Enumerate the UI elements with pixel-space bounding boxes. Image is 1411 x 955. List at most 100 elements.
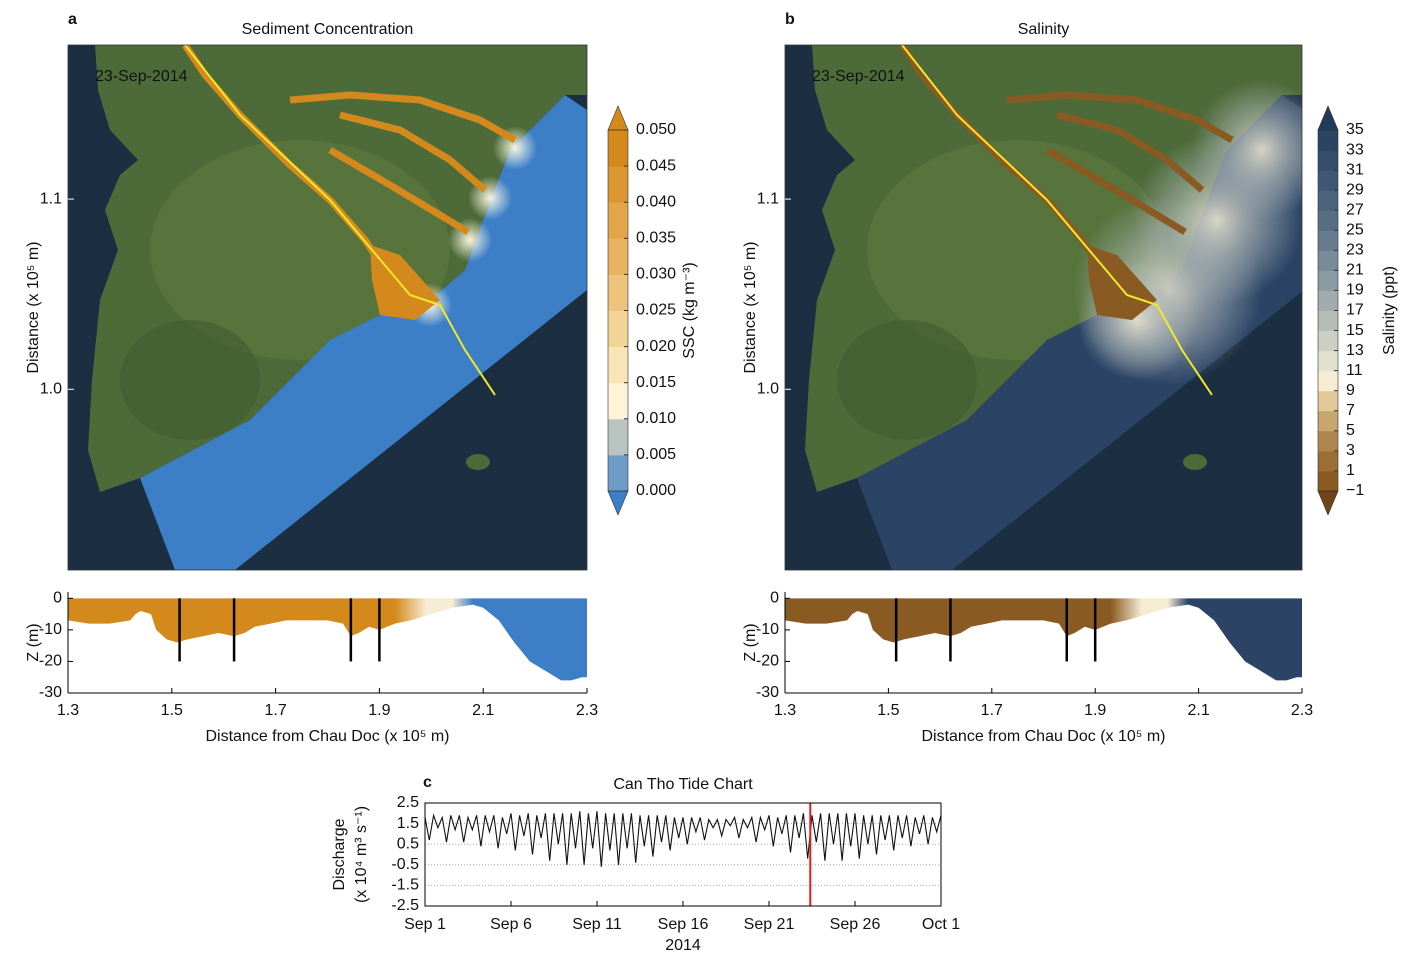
bed-profile-area [68,598,587,681]
colorbar-tick-label: 0.030 [636,266,676,283]
river [289,91,517,144]
plot-frame [424,802,942,907]
model-domain [140,95,587,570]
colorbar-tick-label: 23 [1346,242,1364,259]
colorbar-band [1318,330,1338,352]
x-tick-label: Sep 26 [830,916,881,933]
colorbar-band [608,130,628,167]
bed-profile-area [785,598,1302,681]
river [1045,146,1187,235]
plume [1192,80,1302,220]
x-tick-label: 2.3 [576,702,598,719]
map [68,45,587,570]
colorbar-band [1318,190,1338,211]
colorbar-extend-low [1317,490,1339,516]
x-axis-label: Distance from Chau Doc (x 10⁵ m) [921,728,1165,745]
y-tick-label: -20 [39,653,62,670]
panel-label: b [785,11,795,28]
river [339,111,488,193]
river [328,146,470,235]
y-tick-label: 1.0 [757,381,779,398]
colorbar-tick-label: 9 [1346,382,1355,399]
y-tick-label: 1.1 [40,190,62,207]
colorbar-tick-label: 0.010 [636,410,676,427]
x-tick-label: 2.3 [1291,702,1313,719]
estuary [1087,245,1157,320]
colorbar-tick-label: 0.045 [636,157,676,174]
colorbar-tick-label: 0.000 [636,482,676,499]
colorbar-band [1318,430,1338,452]
colorbar-tick-label: 21 [1346,262,1364,279]
y-axis-label: Z (m) [25,623,42,661]
colorbar-tick-label: 3 [1346,442,1355,459]
land-texture [837,320,977,440]
x-tick-label: Oct 1 [922,916,960,933]
colorbar-tick-label: 35 [1346,121,1364,138]
colorbar-band [1318,170,1338,191]
colorbar-extend-high [607,105,629,131]
colorbar-band [608,454,628,492]
y-tick-label: -10 [39,621,62,638]
river [1056,111,1205,193]
colorbar-tick-label: 15 [1346,322,1364,339]
colorbar-extend-high [1317,105,1339,131]
colorbar-band [1318,390,1338,412]
map-frame [67,44,588,571]
y-tick-label: -30 [756,684,779,701]
discharge-line [424,811,942,867]
y-tick-label: 0 [53,590,62,607]
colorbar-band [608,382,628,420]
colorbar-band [608,202,628,239]
colorbar-tick-label: 31 [1346,161,1364,178]
y-tick-label: -0.5 [391,856,419,873]
x-tick-label: Sep 1 [404,916,446,933]
x-tick-label: 1.5 [877,702,899,719]
y-axis-label: (x 10⁴ m³ s⁻¹) [353,806,370,903]
colorbar-band [1318,130,1338,151]
y-tick-label: 1.5 [397,815,419,832]
y-axis-label: Discharge [331,818,348,890]
y-tick-label: 0 [770,590,779,607]
colorbar-tick-label: 0.035 [636,230,676,247]
land-texture [120,320,260,440]
colorbar-band [608,238,628,275]
y-axis-label: Distance (x 10⁵ m) [25,242,42,374]
colorbar-tick-label: 0.005 [636,446,676,463]
colorbar-band [1318,310,1338,332]
colorbar-tick-label: 19 [1346,282,1364,299]
x-tick-label: 1.9 [1084,702,1106,719]
y-tick-label: 1.1 [757,190,779,207]
island [1183,454,1207,470]
x-tick-label: 1.3 [774,702,796,719]
colorbar-band [608,346,628,384]
y-tick-label: -30 [39,684,62,701]
y-tick-label: -20 [756,653,779,670]
colorbar-tick-label: 0.050 [636,121,676,138]
colorbar-tick-label: 1 [1346,462,1355,479]
colorbar-band [608,418,628,456]
x-tick-label: 1.9 [368,702,390,719]
chart-title: Can Tho Tide Chart [613,776,753,793]
y-tick-label: 1.0 [40,381,62,398]
panel-label: a [68,11,77,28]
date-annotation: 23-Sep-2014 [95,68,188,85]
x-tick-label: 1.7 [981,702,1003,719]
x-tick-label: 1.3 [57,702,79,719]
y-axis-label: Distance (x 10⁵ m) [742,242,759,374]
chart-title: Salinity [1018,21,1070,38]
colorbar-tick-label: 27 [1346,201,1364,218]
colorbar-tick-label: 13 [1346,342,1364,359]
colorbar-band [1318,150,1338,171]
colorbar-tick-label: 0.040 [636,193,676,210]
colorbar-tick-label: 0.015 [636,374,676,391]
x-axis-label: Distance from Chau Doc (x 10⁵ m) [205,728,449,745]
colorbar-band [608,166,628,203]
y-tick-label: -1.5 [391,877,419,894]
colorbar-band [608,310,628,348]
colorbar-tick-label: 0.025 [636,302,676,319]
colorbar-tick-label: 11 [1346,362,1363,379]
estuary [370,245,440,320]
land-texture [150,140,450,360]
colorbar-band [1318,250,1338,271]
